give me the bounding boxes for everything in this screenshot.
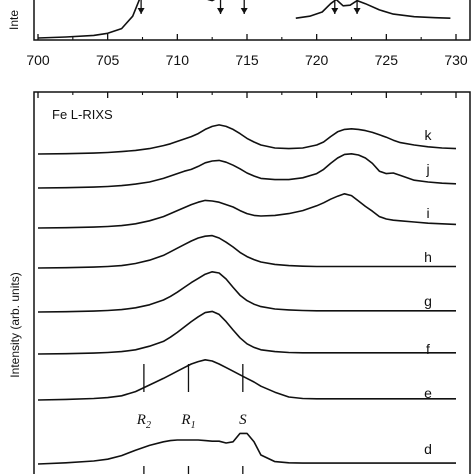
rixs-curve-j: [37, 153, 457, 189]
curve-label-d: d: [424, 441, 432, 457]
rixs-curve-k: [37, 124, 457, 155]
bottom-panel: Fe L-RIXS Intensity (arb. units) k j i h g f e…: [8, 91, 471, 474]
top-arrow-head: [240, 8, 248, 14]
top-arrow-3: [240, 0, 248, 14]
top-x-tick-label: 700: [26, 52, 50, 68]
rixs-curve-h: [37, 234, 456, 269]
top-arrow-2: [217, 0, 225, 14]
rixs-curve-i: [37, 193, 457, 229]
bottom-plot-frame: [33, 91, 471, 474]
rixs-curve-f: [37, 310, 456, 355]
peak-markers: R2 R1 S: [136, 364, 247, 474]
peak-label-2: R1: [180, 412, 195, 431]
bottom-x-ticks: [37, 92, 457, 98]
curve-label-j: j: [425, 161, 429, 177]
rixs-curve-e: [37, 359, 456, 401]
top-x-tick-label: 715: [235, 52, 259, 68]
curve-label-g: g: [424, 293, 432, 309]
panel-title: Fe L-RIXS: [52, 107, 113, 122]
top-x-tick-label: 710: [166, 52, 190, 68]
top-x-tick-label: 730: [444, 52, 468, 68]
curve-label-e: e: [424, 385, 432, 401]
top-x-tick-label: 705: [96, 52, 120, 68]
top-arrow-head: [217, 8, 225, 14]
top-arrow-head: [331, 8, 339, 14]
peak-label-3: S: [239, 412, 247, 428]
curve-labels: k j i h g f e d: [424, 127, 432, 457]
bottom-y-axis-label: Intensity (arb. units): [8, 272, 22, 377]
top-x-tick-labels: 700 705 710 715 720 725 730: [26, 52, 468, 68]
top-curve-segment-2: [207, 0, 216, 2]
curve-label-k: k: [425, 127, 433, 143]
top-y-axis-label: Inte: [7, 10, 21, 30]
curve-label-i: i: [426, 205, 429, 221]
top-curves: [37, 0, 451, 39]
top-arrow-head: [353, 8, 361, 14]
peak-label-1: R2: [136, 412, 151, 431]
top-arrow-4: [331, 0, 339, 14]
top-plot-frame: [33, 0, 471, 41]
bottom-curves: [37, 124, 457, 465]
top-x-tick-label: 725: [375, 52, 399, 68]
curve-label-h: h: [424, 249, 432, 265]
top-x-tick-label: 720: [305, 52, 329, 68]
top-panel: 700 705 710 715 720 725 730 Inte: [7, 0, 471, 68]
top-x-ticks: [37, 34, 457, 40]
top-arrow-1: [137, 0, 145, 14]
rixs-curve-g: [37, 271, 456, 313]
rixs-curve-d: [37, 432, 456, 465]
top-arrows: [137, 0, 361, 14]
curve-label-f: f: [426, 341, 430, 357]
peak-label-subscript: 1: [191, 420, 196, 431]
top-arrow-head: [137, 8, 145, 14]
top-curve-segment-1: [37, 0, 141, 39]
top-arrow-5: [353, 0, 361, 14]
top-curve-segment-3: [295, 0, 451, 19]
peak-label-subscript: 2: [146, 420, 151, 431]
